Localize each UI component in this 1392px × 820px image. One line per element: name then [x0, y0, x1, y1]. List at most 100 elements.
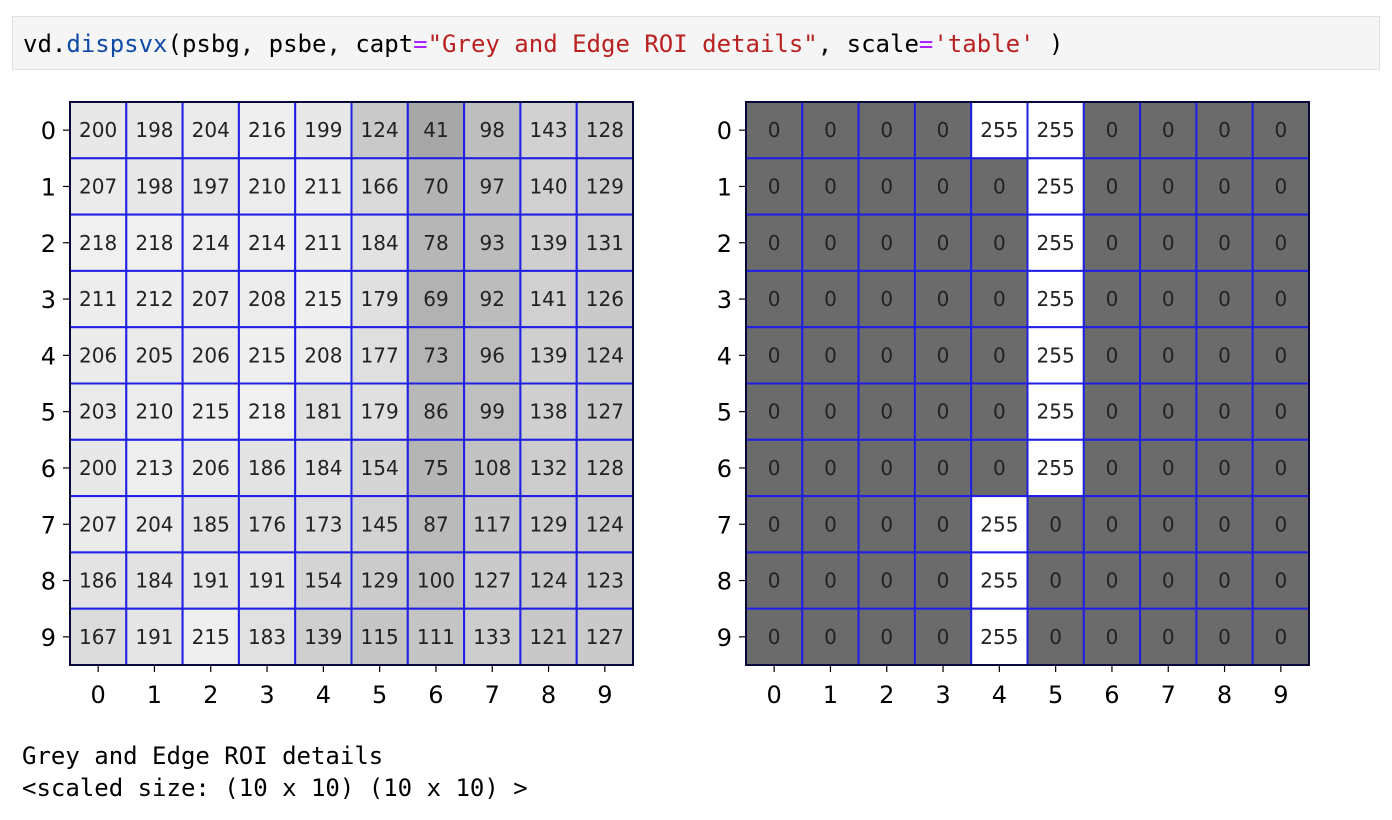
cell-value-label: 216	[248, 118, 286, 142]
heatmap-cell	[1026, 495, 1085, 554]
cell-value-label: 0	[768, 287, 781, 311]
cell-value-label: 139	[304, 625, 342, 649]
code-cell[interactable]: vd.dispsvx(psbg, psbe, capt="Grey and Ed…	[12, 16, 1380, 70]
output-area: Grey and Edge ROI details <scaled size: (…	[22, 740, 528, 804]
y-tick-label: 3	[41, 286, 56, 314]
heatmap-cell	[294, 607, 353, 667]
cell-value-label: 0	[1218, 118, 1231, 142]
cell-value-label: 255	[1037, 287, 1075, 311]
x-tick-label: 4	[992, 681, 1007, 709]
heatmap-cell	[1251, 438, 1310, 498]
heatmap-cell	[857, 495, 916, 554]
cell-value-label: 0	[824, 343, 837, 367]
heatmap-cell	[406, 438, 466, 498]
heatmap-cell	[857, 101, 916, 160]
cell-value-label: 204	[192, 118, 230, 142]
heatmap-cell	[125, 326, 184, 385]
cell-value-label: 210	[248, 174, 286, 198]
cell-value-label: 215	[192, 625, 230, 649]
y-tick-label: 6	[41, 455, 56, 483]
cell-value-label: 0	[993, 343, 1006, 367]
y-tick-label: 9	[41, 624, 56, 652]
cell-value-label: 140	[529, 174, 567, 198]
heatmap-cell	[857, 438, 916, 498]
cell-value-label: 0	[1162, 174, 1175, 198]
heatmap-cell	[1195, 551, 1254, 610]
y-tick-label: 7	[717, 511, 732, 539]
cell-value-label: 129	[529, 512, 567, 536]
cell-value-label: 0	[768, 569, 781, 593]
cell-value-label: 0	[824, 174, 837, 198]
cell-value-label: 154	[361, 456, 399, 480]
cell-value-label: 139	[529, 343, 567, 367]
heatmap-cell	[857, 213, 916, 272]
cell-value-label: 255	[980, 625, 1018, 649]
cell-value-label: 200	[79, 456, 117, 480]
heatmap-cell	[237, 382, 297, 441]
heatmap-cell	[350, 157, 409, 216]
heatmap-cell	[1026, 438, 1085, 498]
cell-value-label: 0	[1274, 118, 1287, 142]
heatmap-cell	[519, 326, 578, 385]
heatmap-cell	[350, 438, 409, 498]
cell-value-label: 255	[980, 569, 1018, 593]
cell-value-label: 0	[1218, 456, 1231, 480]
cell-value-label: 212	[135, 287, 173, 311]
heatmap-cell	[1139, 269, 1198, 329]
cell-value-label: 186	[79, 569, 117, 593]
cell-value-label: 123	[586, 569, 624, 593]
y-tick-label: 4	[717, 342, 732, 370]
cell-value-label: 0	[824, 231, 837, 255]
y-tick-label: 1	[41, 173, 56, 201]
output-size-line: <scaled size: (10 x 10) (10 x 10) >	[22, 774, 528, 802]
cell-value-label: 128	[586, 456, 624, 480]
cell-value-label: 0	[768, 343, 781, 367]
heatmap-cell	[350, 495, 409, 554]
heatmap-cell	[125, 551, 184, 610]
cell-value-label: 124	[586, 512, 624, 536]
cell-value-label: 69	[423, 287, 448, 311]
cell-value-label: 131	[586, 231, 624, 255]
cell-value-label: 0	[824, 400, 837, 424]
heatmap-cell	[801, 551, 860, 610]
x-tick-label: 8	[1217, 681, 1232, 709]
cell-value-label: 211	[79, 287, 117, 311]
x-tick-label: 8	[541, 681, 556, 709]
cell-value-label: 211	[304, 174, 342, 198]
y-tick-label: 5	[41, 399, 56, 427]
cell-value-label: 0	[824, 625, 837, 649]
heatmap-cell	[463, 495, 522, 554]
cell-value-label: 0	[1274, 287, 1287, 311]
cell-value-label: 0	[768, 174, 781, 198]
heatmap-cell	[294, 326, 353, 385]
y-tick-label: 8	[717, 568, 732, 596]
cell-value-label: 198	[135, 174, 173, 198]
cell-value-label: 0	[824, 118, 837, 142]
cell-value-label: 0	[1162, 231, 1175, 255]
cell-value-label: 255	[1037, 231, 1075, 255]
cell-value-label: 0	[824, 287, 837, 311]
cell-value-label: 215	[304, 287, 342, 311]
cell-value-label: 133	[473, 625, 511, 649]
cell-value-label: 108	[473, 456, 511, 480]
heatmap-cell	[350, 326, 409, 385]
cell-value-label: 0	[880, 174, 893, 198]
cell-value-label: 0	[1218, 625, 1231, 649]
cell-value-label: 0	[768, 231, 781, 255]
cell-value-label: 0	[1049, 569, 1062, 593]
cell-value-label: 127	[586, 625, 624, 649]
heatmap-cell	[181, 213, 240, 272]
heatmap-cell	[69, 382, 128, 441]
heatmap-cell	[294, 495, 353, 554]
heatmap-cell	[69, 438, 128, 498]
heatmap-cell	[857, 326, 916, 385]
cell-value-label: 0	[1274, 625, 1287, 649]
code-scale-string: 'table'	[933, 30, 1035, 58]
heatmap-cell	[745, 213, 804, 272]
cell-value-label: 0	[880, 287, 893, 311]
cell-value-label: 167	[79, 625, 117, 649]
code-equals: =	[918, 30, 934, 58]
cell-value-label: 0	[1162, 456, 1175, 480]
cell-value-label: 141	[529, 287, 567, 311]
